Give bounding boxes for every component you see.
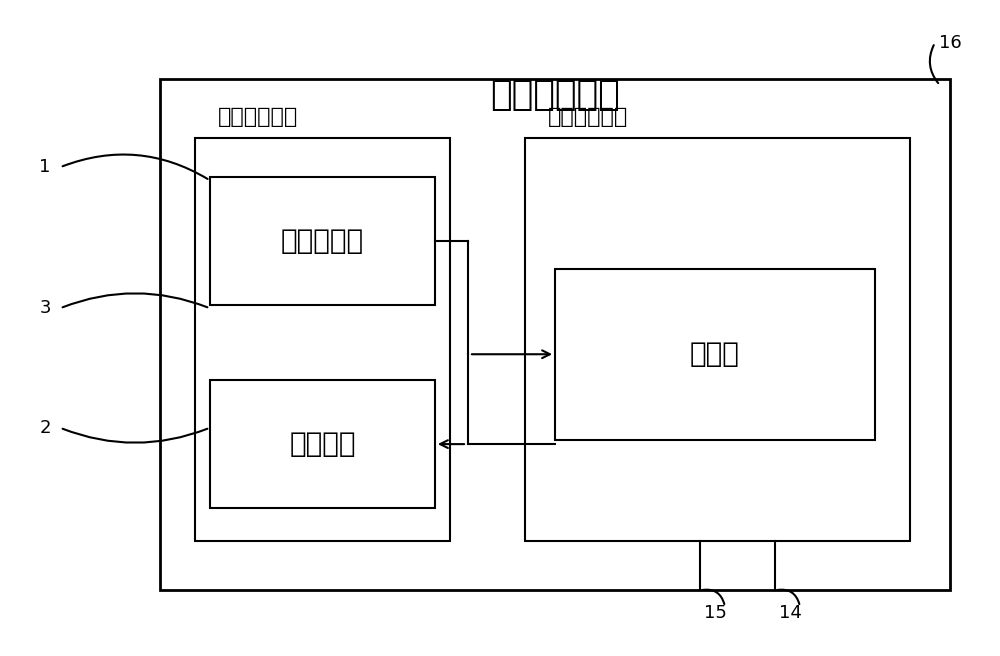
Text: 1: 1 bbox=[39, 158, 51, 176]
Bar bbox=[195, 138, 450, 541]
Text: 显示面板: 显示面板 bbox=[289, 430, 356, 459]
Text: 16: 16 bbox=[939, 33, 961, 52]
Text: 14: 14 bbox=[779, 604, 801, 623]
Bar bbox=[210, 177, 435, 305]
Text: 控制部: 控制部 bbox=[690, 340, 740, 368]
Text: 3: 3 bbox=[39, 299, 51, 318]
Text: 15: 15 bbox=[704, 604, 726, 623]
Bar bbox=[555, 269, 875, 440]
Bar bbox=[210, 380, 435, 508]
Text: 显示输入装置: 显示输入装置 bbox=[218, 107, 298, 127]
Text: 传感器面板: 传感器面板 bbox=[281, 227, 364, 255]
Text: 操作检测装置: 操作检测装置 bbox=[548, 107, 628, 127]
Text: 2: 2 bbox=[39, 419, 51, 437]
Text: 操作检测单元: 操作检测单元 bbox=[490, 78, 620, 112]
Bar bbox=[525, 138, 910, 541]
Bar bbox=[160, 79, 950, 590]
